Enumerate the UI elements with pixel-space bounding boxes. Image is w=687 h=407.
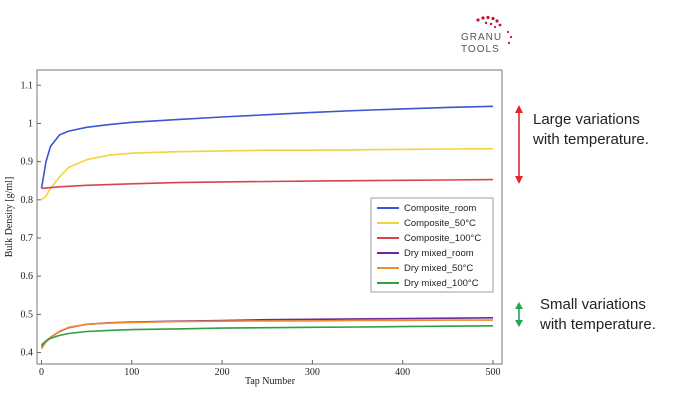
x-tick-label: 0 — [39, 367, 44, 378]
y-tick-label: 0.7 — [21, 233, 34, 244]
large-variation-arrow-icon — [515, 105, 523, 184]
series-line — [40, 319, 493, 350]
y-tick-label: 0.8 — [21, 195, 34, 206]
series-line — [40, 147, 494, 201]
y-axis-label: Bulk Density [g/ml] — [4, 177, 15, 258]
y-tick-label: 1.1 — [21, 80, 34, 91]
logo-text-line1: GRANU — [461, 32, 503, 43]
x-ticks: 0 100 200 300 400 500 — [39, 360, 500, 378]
legend-entry: Composite_room — [404, 203, 476, 214]
y-tick-label: 0.9 — [21, 157, 34, 168]
logo-text-line2: TOOLS — [461, 44, 500, 55]
x-axis-label: Tap Number — [245, 376, 296, 387]
x-tick-label: 500 — [485, 367, 500, 378]
large-variation-line2: with temperature. — [533, 131, 649, 148]
series-line — [40, 325, 494, 346]
y-tick-label: 0.4 — [21, 348, 34, 359]
logo-dots-icon — [476, 15, 513, 45]
large-variation-note: Large variations with temperature. — [533, 110, 649, 150]
legend-entry: Composite_50°C — [404, 218, 476, 229]
legend-entry: Dry mixed_100°C — [404, 278, 479, 289]
x-tick-label: 300 — [305, 367, 320, 378]
legend-entry: Dry mixed_room — [404, 248, 474, 259]
x-tick-label: 100 — [124, 367, 139, 378]
plot-frame — [36, 69, 503, 365]
y-tick-label: 0.6 — [21, 271, 34, 282]
legend-entry: Composite_100°C — [404, 233, 481, 244]
legend: Composite_room Composite_50°C Composite_10… — [370, 197, 494, 293]
legend-entry: Dry mixed_50°C — [404, 263, 473, 274]
series-lines — [40, 105, 494, 350]
series-line — [40, 317, 494, 348]
small-variation-line2: with temperature. — [540, 316, 656, 333]
y-tick-label: 1 — [28, 118, 33, 129]
y-tick-label: 0.5 — [21, 309, 34, 320]
series-line — [40, 105, 494, 189]
granutools-logo — [456, 14, 516, 54]
y-ticks: 0.4 0.5 0.6 0.7 0.8 0.9 1 1.1 — [21, 80, 41, 359]
small-variation-line1: Small variations — [540, 296, 646, 313]
large-variation-line1: Large variations — [533, 111, 640, 128]
series-line — [41, 178, 494, 190]
legend-box — [370, 197, 494, 293]
small-variation-note: Small variations with temperature. — [540, 295, 656, 335]
x-tick-label: 400 — [395, 367, 410, 378]
x-tick-label: 200 — [215, 367, 230, 378]
small-variation-arrow-icon — [515, 302, 523, 327]
